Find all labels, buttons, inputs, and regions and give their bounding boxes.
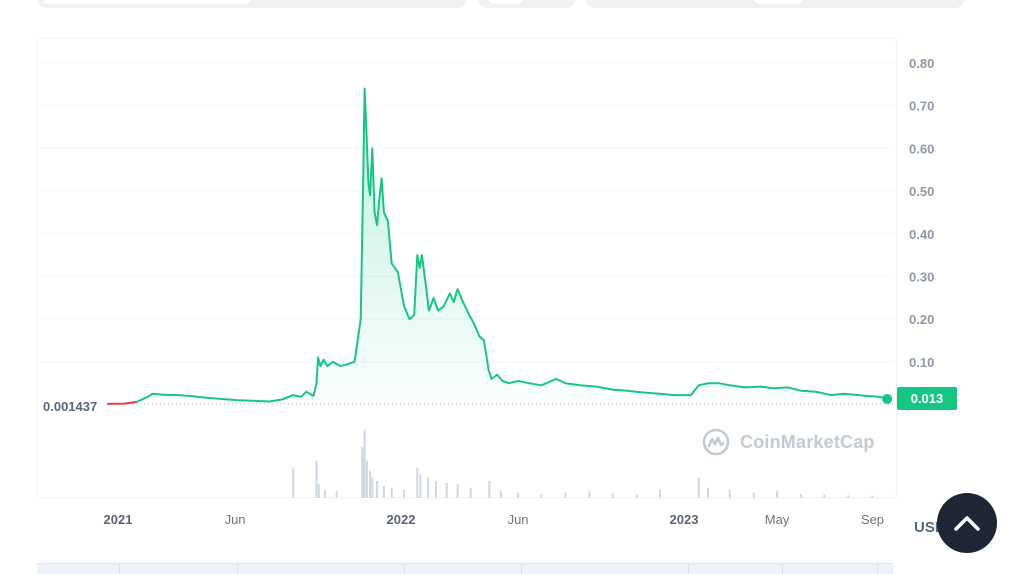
volume-bar xyxy=(500,491,503,498)
watermark-text: CoinMarketCap xyxy=(740,431,875,452)
current-price-dot xyxy=(882,393,893,404)
chart-style-toggle[interactable] xyxy=(478,0,576,8)
volume-bar xyxy=(445,483,448,498)
volume-bar xyxy=(697,477,700,498)
volume-bar xyxy=(371,477,374,498)
volume-bar xyxy=(847,495,850,498)
scroll-to-top-button[interactable] xyxy=(937,493,997,553)
x-tick-label: 2023 xyxy=(670,512,699,527)
price-line xyxy=(136,87,888,403)
chevron-up-icon xyxy=(954,516,980,531)
volume-bar xyxy=(635,494,638,498)
volume-bar xyxy=(488,481,491,498)
volume-bar xyxy=(434,481,437,498)
volume-bar xyxy=(363,430,366,498)
volume-bar xyxy=(335,491,338,498)
x-tick-label: 2021 xyxy=(104,512,133,527)
volume-bar xyxy=(588,491,591,498)
time-range-toggle[interactable] xyxy=(585,0,965,8)
volume-bar xyxy=(456,484,459,498)
coinmarketcap-logo-icon xyxy=(702,428,730,456)
chart-type-toggle[interactable] xyxy=(37,0,467,8)
start-price-label: 0.001437 xyxy=(43,399,97,414)
chart-frame xyxy=(37,38,897,498)
price-area-fill xyxy=(136,88,888,404)
volume-bar xyxy=(390,487,393,498)
volume-bar xyxy=(752,492,755,498)
volume-bar xyxy=(728,489,731,498)
y-axis: 0.10 0.20 0.30 0.40 0.50 0.60 0.70 0.80 xyxy=(909,56,934,370)
time-range-toggle-active[interactable] xyxy=(753,0,803,4)
y-tick-label: 0.40 xyxy=(909,227,934,242)
y-tick-label: 0.60 xyxy=(909,141,934,156)
volume-bar xyxy=(416,467,419,498)
volume-bar xyxy=(871,495,874,498)
x-tick-label: Sep xyxy=(861,512,884,527)
volume-bar xyxy=(427,477,430,498)
x-tick-label: 2022 xyxy=(387,512,416,527)
volume-bar xyxy=(317,484,320,498)
volume-bar xyxy=(776,491,779,498)
x-tick-label: May xyxy=(765,512,790,527)
volume-bar xyxy=(403,489,406,498)
chart-style-toggle-active[interactable] xyxy=(488,0,524,4)
volume-bar xyxy=(517,492,520,498)
volume-bar xyxy=(564,492,567,498)
y-tick-label: 0.30 xyxy=(909,269,934,284)
volume-bar xyxy=(540,493,543,498)
x-tick-label: Jun xyxy=(225,512,246,527)
volume-bar xyxy=(324,489,327,498)
volume-bar xyxy=(361,447,364,498)
y-tick-label: 0.50 xyxy=(909,184,934,199)
y-tick-label: 0.70 xyxy=(909,99,934,114)
current-price-badge: 0.013 xyxy=(897,387,957,410)
history-table-header xyxy=(37,563,893,574)
volume-bar xyxy=(375,481,378,498)
chart-type-toggle-active[interactable] xyxy=(42,0,252,4)
volume-bar xyxy=(419,474,422,498)
volume-bar xyxy=(365,460,368,498)
price-line-down xyxy=(107,400,137,405)
grid-lines xyxy=(40,62,893,363)
volume-bar xyxy=(658,489,661,498)
y-tick-label: 0.80 xyxy=(909,56,934,71)
volume-bar xyxy=(368,470,371,498)
x-axis: 2021 Jun 2022 Jun 2023 May Sep xyxy=(104,512,884,527)
volume-bar xyxy=(469,487,472,498)
y-tick-label: 0.10 xyxy=(909,355,934,370)
volume-bar xyxy=(382,485,385,498)
volume-bar xyxy=(292,467,295,498)
volume-bar xyxy=(823,494,826,498)
volume-bar xyxy=(611,493,614,498)
volume-bar xyxy=(800,493,803,498)
volume-bar xyxy=(315,460,318,498)
y-tick-label: 0.20 xyxy=(909,312,934,327)
volume-bar xyxy=(707,487,710,498)
coinmarketcap-watermark: CoinMarketCap xyxy=(702,428,875,456)
volume-bars xyxy=(292,430,874,498)
x-tick-label: Jun xyxy=(508,512,529,527)
